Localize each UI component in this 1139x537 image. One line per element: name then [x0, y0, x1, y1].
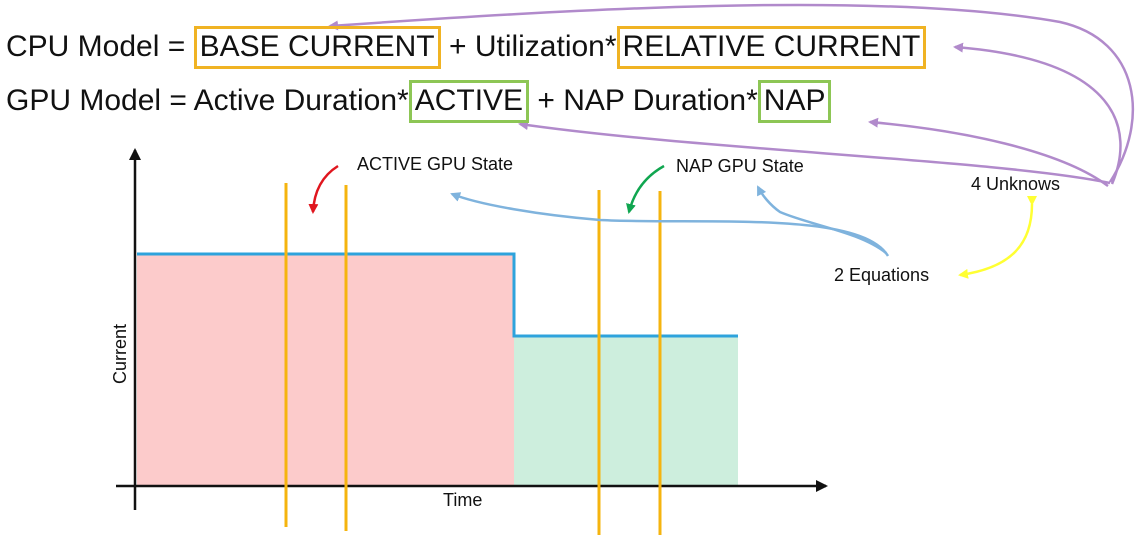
arrow-to-base-current	[328, 3, 1135, 183]
active-term: ACTIVE	[408, 80, 530, 123]
arrow-to-active	[518, 120, 1111, 185]
gpu-model-middle: + NAP Duration*	[529, 84, 758, 117]
nap-state-pointer	[626, 164, 665, 214]
y-axis-label: Current	[110, 323, 131, 385]
nap-term: NAP	[757, 80, 832, 123]
equations-unknowns-link	[958, 195, 1038, 279]
active-state-pointer	[308, 164, 339, 214]
cpu-model-equation: CPU Model = BASE CURRENT + Utilization* R…	[6, 26, 927, 69]
x-axis-label: Time	[443, 490, 483, 510]
arrow-to-nap	[868, 117, 1109, 188]
relative-current-term: RELATIVE CURRENT	[616, 26, 927, 69]
arrow-to-relative-current	[953, 42, 1122, 185]
equations-label: 2 Equations	[834, 265, 930, 285]
current-level-line	[137, 252, 738, 338]
nap-gpu-state-label: NAP GPU State	[676, 156, 804, 176]
cpu-model-prefix: CPU Model =	[6, 30, 194, 63]
base-current-term: BASE CURRENT	[193, 26, 441, 69]
unknowns-label: 4 Unknows	[971, 174, 1061, 194]
gpu-model-equation: GPU Model = Active Duration* ACTIVE + NAP…	[6, 80, 832, 123]
arrow-to-nap-state	[756, 185, 887, 254]
active-state-region	[137, 254, 514, 486]
gpu-model-prefix: GPU Model = Active Duration*	[6, 84, 409, 117]
cpu-model-middle: + Utilization*	[440, 30, 617, 63]
nap-state-region	[514, 336, 738, 486]
active-gpu-state-label: ACTIVE GPU State	[357, 154, 514, 174]
